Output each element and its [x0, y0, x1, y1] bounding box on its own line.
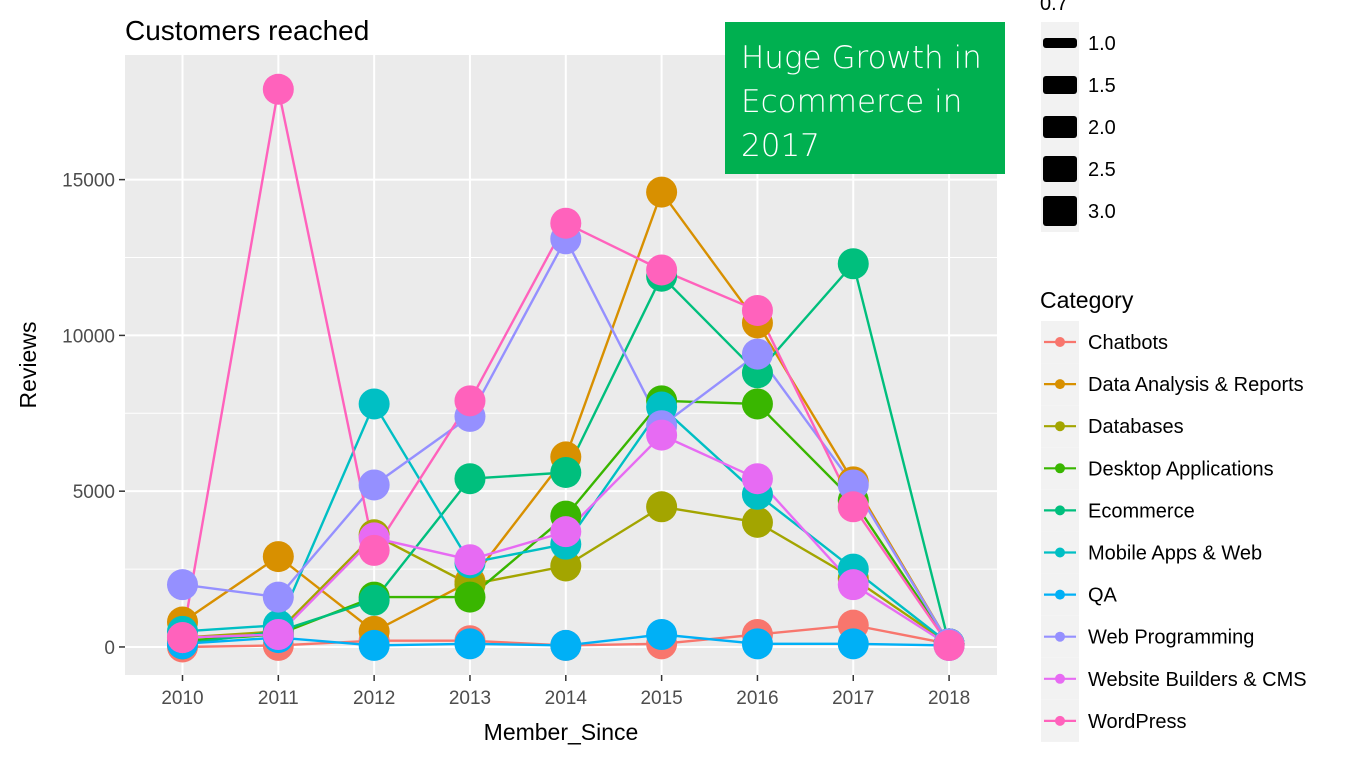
size-legend-mark [1043, 156, 1077, 182]
data-point-web-programming [741, 338, 773, 370]
legend-label-wordpress: WordPress [1088, 711, 1187, 733]
data-point-wordpress [262, 73, 294, 105]
legend-label-website-builders-and-cms: Website Builders & CMS [1088, 669, 1307, 691]
chart-title: Customers reached [125, 15, 369, 46]
data-point-ecommerce [837, 248, 869, 280]
data-point-website-builders-and-cms [837, 569, 869, 601]
data-point-wordpress [646, 254, 678, 286]
data-point-wordpress [454, 385, 486, 417]
data-point-data-analysis-and-reports [262, 541, 294, 573]
annotation-line-2: Ecommerce in [741, 84, 963, 120]
legend-label-databases: Databases [1088, 416, 1184, 438]
y-tick-label: 10000 [62, 326, 115, 347]
size-legend-mark [1043, 196, 1077, 226]
x-tick-label: 2013 [449, 688, 491, 709]
x-tick-label: 2015 [640, 688, 682, 709]
y-tick-label: 15000 [62, 171, 115, 192]
data-point-qa [454, 628, 486, 660]
legend-label-data-analysis-and-reports: Data Analysis & Reports [1088, 374, 1304, 396]
size-legend: 0.7 1.0 1.5 2.0 2.5 3.0 [1040, 0, 1116, 232]
data-point-qa [358, 629, 390, 661]
data-point-wordpress [933, 629, 965, 661]
data-point-qa [550, 629, 582, 661]
data-point-web-programming [166, 569, 198, 601]
data-point-website-builders-and-cms [550, 516, 582, 548]
y-axis-title: Reviews [15, 322, 41, 409]
legend-point [1055, 463, 1065, 474]
x-tick-label: 2010 [161, 688, 203, 709]
data-point-web-programming [837, 469, 869, 501]
x-axis-title: Member_Since [484, 719, 639, 745]
data-point-qa [741, 628, 773, 660]
data-point-website-builders-and-cms [454, 544, 486, 576]
data-point-ecommerce [454, 463, 486, 495]
data-point-desktop-applications [741, 388, 773, 420]
data-point-qa [837, 628, 869, 660]
x-tick-label: 2017 [832, 688, 874, 709]
data-point-wordpress [741, 294, 773, 326]
size-legend-label: 1.5 [1088, 75, 1116, 97]
x-tick-label: 2011 [258, 688, 299, 709]
x-tick-label: 2016 [736, 688, 778, 709]
data-point-desktop-applications [454, 581, 486, 613]
data-point-website-builders-and-cms [646, 419, 678, 451]
data-point-ecommerce [358, 584, 390, 616]
data-point-ecommerce [550, 456, 582, 488]
series-layer [166, 73, 965, 663]
size-legend-mark [1043, 116, 1077, 138]
data-point-website-builders-and-cms [262, 618, 294, 650]
color-legend-title: Category [1040, 287, 1134, 313]
legend-point [1055, 337, 1065, 347]
y-axis: 0 5000 10000 15000 [62, 171, 125, 659]
legend-point [1055, 547, 1065, 558]
data-point-web-programming [358, 469, 390, 501]
data-point-qa [646, 618, 678, 650]
legend-point [1055, 379, 1065, 390]
data-point-wordpress [550, 207, 582, 239]
data-point-databases [550, 550, 582, 582]
legend-point [1055, 673, 1065, 684]
legend-label-ecommerce: Ecommerce [1088, 500, 1195, 522]
x-tick-label: 2014 [545, 688, 588, 709]
y-tick-label: 5000 [73, 482, 115, 503]
data-point-wordpress [358, 534, 390, 566]
legend-label-qa: QA [1088, 585, 1118, 607]
legend-label-desktop-applications: Desktop Applications [1088, 458, 1274, 480]
size-legend-title: 0.7 [1040, 0, 1068, 15]
data-point-wordpress [837, 491, 869, 523]
size-legend-mark [1043, 76, 1077, 94]
data-point-databases [646, 491, 678, 523]
legend-label-mobile-apps-and-web: Mobile Apps & Web [1088, 543, 1262, 565]
size-legend-label: 2.5 [1088, 159, 1116, 181]
legend-label-chatbots: Chatbots [1088, 332, 1168, 354]
legend-point [1055, 505, 1065, 516]
annotation-box: Huge Growth in Ecommerce in 2017 [725, 22, 1005, 174]
legend-point [1055, 589, 1065, 600]
data-point-databases [741, 506, 773, 538]
size-legend-label: 2.0 [1088, 117, 1116, 139]
y-tick-label: 0 [104, 638, 115, 659]
data-point-mobile-apps-and-web [358, 388, 390, 420]
x-axis: 2010 2011 2012 2013 2014 2015 2016 2017 2018 [161, 675, 970, 709]
color-legend: Category Chatbots Data Analysis & Reports… [1040, 287, 1307, 742]
size-legend-label: 3.0 [1088, 201, 1116, 223]
x-tick-label: 2018 [928, 688, 970, 709]
legend-label-web-programming: Web Programming [1088, 627, 1254, 649]
size-legend-label: 1.0 [1088, 33, 1116, 55]
annotation-line-3: 2017 [741, 128, 820, 164]
data-point-web-programming [262, 581, 294, 613]
legend-point [1055, 421, 1065, 432]
size-legend-mark [1043, 38, 1077, 48]
data-point-wordpress [166, 622, 198, 654]
x-tick-label: 2012 [353, 688, 395, 709]
data-point-website-builders-and-cms [741, 463, 773, 495]
legend-point [1055, 631, 1065, 642]
legend-point [1055, 715, 1065, 726]
data-point-data-analysis-and-reports [646, 176, 678, 208]
annotation-line-1: Huge Growth in [741, 40, 982, 76]
